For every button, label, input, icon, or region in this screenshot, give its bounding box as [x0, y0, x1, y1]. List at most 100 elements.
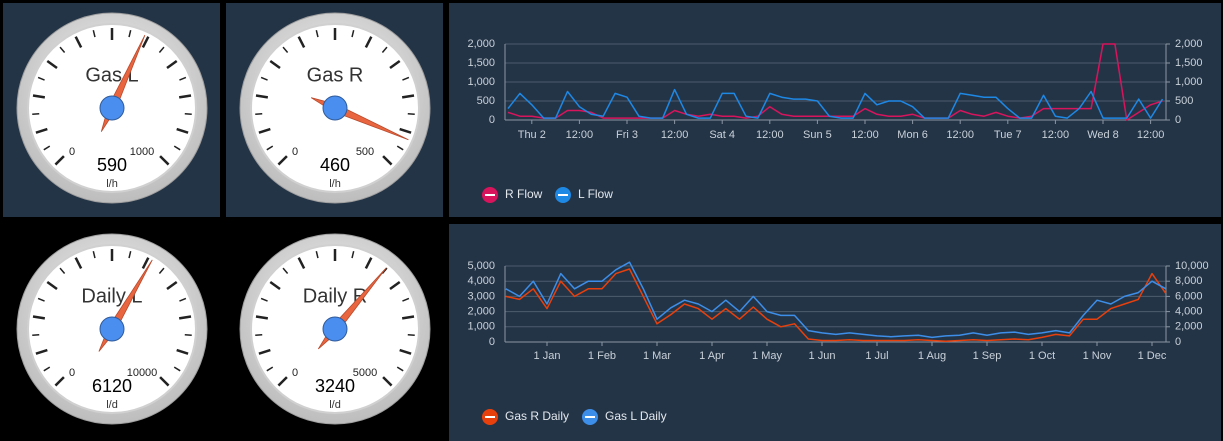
gauge-tick: [364, 257, 373, 269]
gauge-tick: [178, 94, 192, 99]
gauge-tick: [179, 76, 187, 81]
gauge-tick: [399, 348, 412, 355]
gauge-tick: [364, 36, 373, 48]
gauge-tick: [32, 315, 46, 320]
gauge-tick: [269, 59, 281, 70]
gauge-max: 1000: [130, 146, 154, 158]
x-tick-label: Thu 2: [518, 129, 546, 141]
y2-tick-label: 1,500: [1175, 57, 1203, 69]
gauge-value: 3240: [315, 376, 355, 396]
legend-label: R Flow: [505, 187, 543, 201]
x-tick-label: 12:00: [661, 129, 689, 141]
gauge-tick: [401, 94, 415, 99]
x-tick-label: 12:00: [851, 129, 879, 141]
gauge-hub: [322, 316, 348, 342]
y-tick-label: 4,000: [467, 275, 495, 287]
gauge-tick: [32, 112, 40, 116]
gauge-tick: [128, 251, 132, 259]
y-tick-label: 0: [489, 114, 495, 126]
gauge-tick: [351, 30, 355, 38]
gauge-tick: [389, 280, 401, 291]
x-tick-label: 1 Dec: [1138, 350, 1167, 362]
x-tick-label: 1 Jul: [865, 350, 888, 362]
x-tick-label: 1 Nov: [1083, 350, 1112, 362]
gauge-tick: [92, 251, 96, 259]
gauge-tick: [176, 127, 189, 134]
gauge-tick: [54, 376, 65, 387]
legend-label: Gas R Daily: [505, 409, 569, 423]
y-tick-label: 3,000: [467, 290, 495, 302]
series-line: [507, 43, 1163, 121]
gauge-unit: l/h: [106, 178, 118, 190]
x-tick-label: Mon 6: [897, 129, 928, 141]
gauge-tick: [74, 257, 83, 269]
x-tick-label: Sun 5: [803, 129, 832, 141]
gauge-tick: [184, 333, 192, 337]
gauge-tick: [402, 76, 410, 81]
gauge-min: 0: [292, 367, 298, 379]
gauge-title: Daily R: [303, 285, 367, 307]
x-tick-label: Wed 8: [1087, 129, 1119, 141]
gauge-value: 6120: [92, 376, 132, 396]
gauge-tick: [46, 59, 58, 70]
gauge-tick: [32, 333, 40, 337]
legend-label: Gas L Daily: [605, 409, 667, 423]
gauge-unit: l/d: [329, 399, 341, 411]
gauge-title: Gas R: [307, 64, 364, 86]
gauge-tick: [37, 297, 45, 302]
gauge-tick: [277, 376, 288, 387]
x-tick-label: Tue 7: [994, 129, 1022, 141]
gauge-tick: [37, 76, 45, 81]
gauge-tick: [315, 30, 319, 38]
gauge-tick: [401, 315, 415, 320]
gauge-max: 10000: [127, 367, 158, 379]
gauge-tick: [141, 36, 150, 48]
x-tick-label: 1 Sep: [973, 350, 1002, 362]
gauge-tick: [159, 376, 170, 387]
gauge-max: 5000: [353, 367, 377, 379]
x-tick-label: 1 Mar: [643, 350, 671, 362]
gauge-tick: [396, 145, 404, 151]
gauge-tick: [407, 333, 415, 337]
gauge-tick: [141, 257, 150, 269]
gauge-tick: [179, 297, 187, 302]
y-tick-label: 1,000: [467, 321, 495, 333]
gauge-tick: [407, 112, 415, 116]
gauge-tick: [297, 257, 306, 269]
gauge-tick: [74, 36, 83, 48]
gauge-min: 0: [292, 146, 298, 158]
gauge-tick: [173, 366, 181, 372]
y2-tick-label: 4,000: [1175, 306, 1203, 318]
gauge-tick: [282, 267, 289, 274]
gauge-tick: [166, 280, 178, 291]
gauge-tick: [173, 145, 181, 151]
gauge-tick: [59, 46, 66, 53]
gauge-tick: [35, 127, 48, 134]
gauge-tick: [351, 251, 355, 259]
gauge-max: 500: [356, 146, 374, 158]
panel: [449, 224, 1221, 441]
gauge-tick: [43, 145, 51, 151]
gauge-tick: [158, 267, 165, 274]
y2-tick-label: 0: [1175, 336, 1181, 348]
gauge-tick: [255, 333, 263, 337]
gauge-tick: [128, 30, 132, 38]
gauge-tick: [158, 46, 165, 53]
y2-tick-label: 8,000: [1175, 275, 1203, 287]
x-tick-label: 1 Aug: [918, 350, 946, 362]
gauge-tick: [176, 348, 189, 355]
gauge-tick: [381, 46, 388, 53]
gauge-tick: [297, 36, 306, 48]
y2-tick-label: 1,000: [1175, 76, 1203, 88]
gauge-tick: [159, 155, 170, 166]
series-line: [505, 261, 1167, 339]
gauge-tick: [59, 267, 66, 274]
gauge-tick: [32, 94, 46, 99]
gauge-tick: [382, 376, 393, 387]
gauge-tick: [166, 59, 178, 70]
gauge-value: 460: [320, 155, 350, 175]
gauge-tick: [92, 30, 96, 38]
y2-tick-label: 6,000: [1175, 290, 1203, 302]
